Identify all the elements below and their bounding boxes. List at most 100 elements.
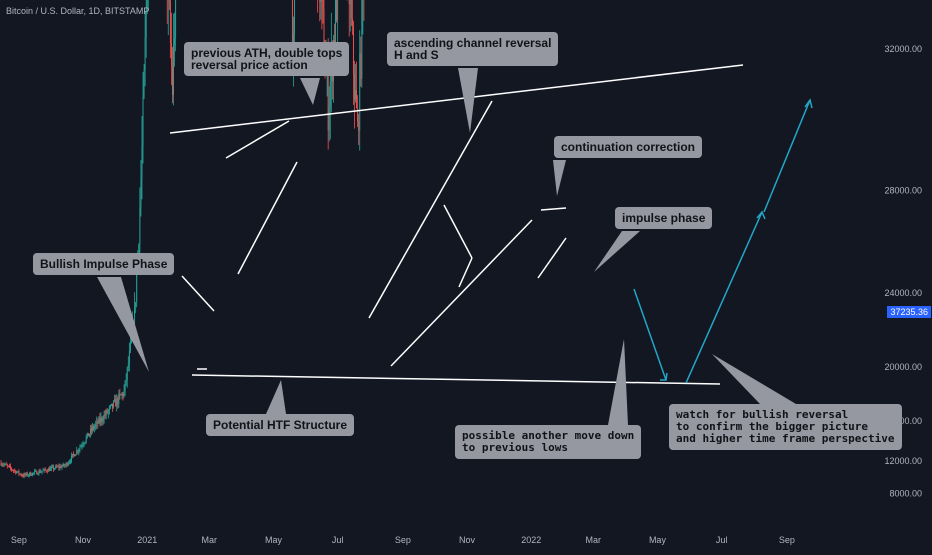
candle-body (168, 0, 170, 2)
candle-body (71, 455, 72, 462)
candle-body (43, 468, 45, 471)
trendline-ath-rise (225, 120, 290, 159)
candle-body (143, 70, 145, 97)
candle-body (134, 306, 136, 332)
candle-body (84, 441, 86, 444)
candle-body (105, 410, 107, 416)
candle-body (169, 1, 171, 44)
arrowhead-up-1 (756, 210, 766, 220)
x-tick-label: May (265, 535, 283, 545)
candle-body (79, 447, 81, 450)
candle-body (63, 464, 65, 466)
candle-body (67, 463, 69, 466)
candle-body (361, 0, 363, 79)
annotation-previous-ath[interactable]: previous ATH, double tops reversal price… (184, 42, 350, 76)
candle-body (55, 466, 57, 469)
candle-body (103, 415, 105, 421)
candle-body (49, 468, 51, 471)
candle-body (87, 433, 89, 437)
candle-body (104, 415, 106, 416)
candle-body (73, 453, 75, 455)
candle-body (60, 466, 62, 468)
annotation-move-down[interactable]: possible another move down to previous l… (455, 425, 642, 459)
candle-body (116, 398, 118, 407)
candle-body (119, 393, 121, 395)
candle-body (66, 463, 68, 466)
candle-body (74, 454, 76, 457)
candle-body (28, 472, 30, 475)
annotation-bullish-impulse[interactable]: Bullish Impulse Phase (33, 253, 175, 275)
candle-body (348, 0, 350, 5)
candle-body (51, 467, 52, 469)
channel-upper-line (368, 100, 493, 319)
candle-body (174, 38, 176, 45)
candle-body (145, 10, 147, 38)
candle-body (82, 444, 84, 446)
candle-body (69, 461, 71, 462)
candle-body (54, 468, 56, 470)
candle-body (141, 145, 143, 179)
candle-body (175, 0, 177, 39)
candle-body (128, 351, 130, 365)
candle-body (329, 81, 331, 108)
candle-body (294, 0, 295, 34)
candle-body (98, 418, 100, 424)
projection-up-2 (763, 99, 811, 213)
candle-body (115, 399, 117, 407)
correction-low-line (537, 237, 567, 279)
candle-body (95, 424, 97, 427)
annotation-impulse-phase[interactable]: impulse phase (615, 207, 713, 229)
trendline-impulse-top (181, 275, 215, 312)
candle-body (99, 418, 101, 423)
candle-body (68, 461, 70, 464)
candle-body (38, 470, 40, 475)
pointer-channel (458, 68, 478, 133)
candle-body (121, 393, 123, 396)
candle-body (4, 463, 6, 465)
x-tick-label: May (649, 535, 667, 545)
candle-body (91, 428, 92, 431)
candle-body (113, 401, 115, 408)
candle-body (337, 0, 339, 21)
candle-body (52, 466, 53, 468)
candle-body (23, 473, 25, 477)
candle-body (61, 466, 63, 468)
trendline-resistance (169, 64, 744, 134)
annotation-continuation-correction[interactable]: continuation correction (554, 136, 703, 158)
candle-body (53, 466, 55, 470)
candle-body (21, 475, 23, 477)
chart-title: Bitcoin / U.S. Dollar, 1D, BITSTAMP (6, 6, 150, 16)
candle-body (14, 470, 16, 472)
candle-body (83, 443, 85, 445)
x-tick-label: Mar (202, 535, 218, 545)
candle-body (96, 421, 98, 425)
x-tick-label: 2021 (137, 535, 157, 545)
candle-body (359, 53, 361, 131)
candle-body (320, 0, 322, 2)
candle-body (3, 464, 5, 466)
x-tick-label: Jul (332, 535, 344, 545)
candle-body (7, 465, 9, 467)
candle-body (10, 465, 11, 469)
annotation-bullish-reversal[interactable]: watch for bullish reversal to confirm th… (669, 404, 902, 450)
candle-body (327, 71, 329, 131)
candle-body (26, 473, 28, 476)
candle-body (36, 470, 38, 475)
annotation-htf-structure[interactable]: Potential HTF Structure (206, 414, 355, 436)
candle-body (111, 403, 112, 406)
candle-body (2, 464, 4, 466)
candle-body (12, 469, 14, 471)
candle-body (350, 0, 352, 19)
candle-body (146, 0, 148, 11)
x-tick-label: Nov (459, 535, 476, 545)
annotation-ascending-channel[interactable]: ascending channel reversal H and S (387, 32, 559, 66)
candle-body (114, 399, 116, 402)
candle-body (108, 407, 110, 411)
candle-body (24, 473, 26, 476)
trendline-drop (633, 288, 667, 381)
candle-body (335, 0, 336, 45)
candle-body (47, 468, 49, 472)
candle-body (170, 43, 172, 66)
